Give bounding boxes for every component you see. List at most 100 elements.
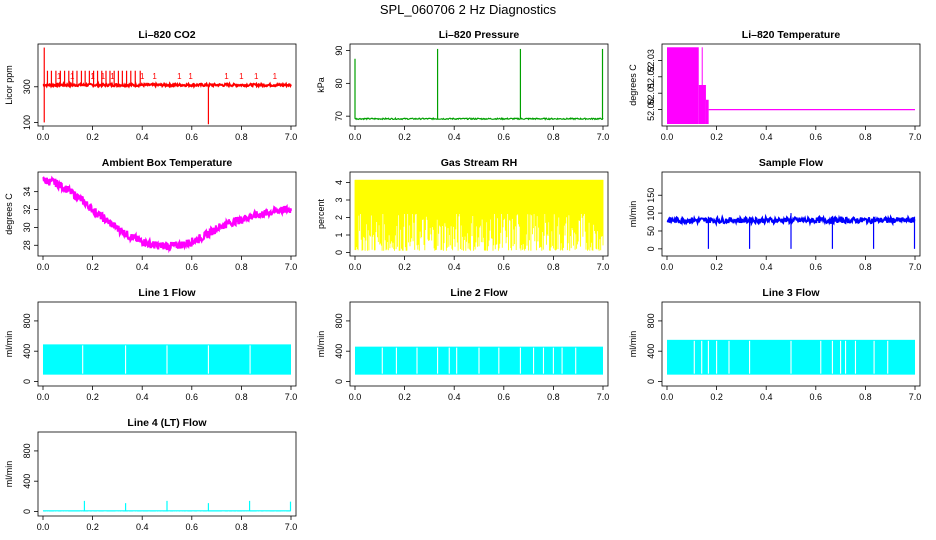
plot-frame xyxy=(661,171,921,257)
marker-2: 1 xyxy=(90,72,95,81)
y-tick-label: 100 xyxy=(646,206,656,221)
x-axis: 0.0 0.2 0.4 0.6 0.8 7.0 xyxy=(37,516,297,532)
x-tick-label: 0.8 xyxy=(547,262,560,272)
y-tick-label: 28 xyxy=(22,240,32,250)
y-axis: 0 400 800 xyxy=(22,313,38,384)
plot-frame xyxy=(349,43,609,127)
y-tick-label: 300 xyxy=(22,79,32,94)
marker-10: 1 xyxy=(239,72,244,81)
x-tick-label: 7.0 xyxy=(909,392,922,402)
chart-title: Ambient Box Temperature xyxy=(102,157,233,169)
x-tick-label: 0.2 xyxy=(398,392,411,402)
chart-title: Li–820 Pressure xyxy=(439,29,520,41)
x-tick-label: 0.8 xyxy=(235,262,248,272)
data-series xyxy=(666,213,916,249)
chart-title: Line 4 (LT) Flow xyxy=(127,417,207,429)
x-tick-label: 0.0 xyxy=(661,262,674,272)
y-axis-label: degrees C xyxy=(628,64,638,106)
chart-title: Li–820 Temperature xyxy=(742,29,841,41)
plot-frame xyxy=(37,171,297,257)
chart-line3: Line 3 Flow 0.0 0.2 0.4 0.6 0.8 7.0 0 400 800 ml/m… xyxy=(628,287,921,402)
x-tick-label: 0.0 xyxy=(349,262,362,272)
y-tick-label: 0 xyxy=(22,509,32,514)
y-axis-label: ml/min xyxy=(628,201,638,228)
y-axis: 0 1 2 3 4 xyxy=(334,180,350,255)
y-tick-label: 34 xyxy=(22,187,32,197)
x-axis: 0.0 0.2 0.4 0.6 0.8 7.0 xyxy=(349,386,610,402)
x-tick-label: 0.8 xyxy=(235,132,248,142)
y-tick-label: 0 xyxy=(646,379,656,384)
x-tick-label: 0.8 xyxy=(547,132,560,142)
y-axis: 0 400 800 xyxy=(22,443,38,514)
x-tick-label: 0.2 xyxy=(86,392,99,402)
x-tick-label: 0.4 xyxy=(448,392,461,402)
y-axis: 0 400 800 xyxy=(646,313,662,384)
y-axis: 28 30 32 34 xyxy=(22,187,38,250)
x-axis: 0.0 0.2 0.4 0.6 0.8 7.0 xyxy=(37,386,298,402)
y-tick-label: 52.00 xyxy=(646,98,656,121)
x-tick-label: 0.6 xyxy=(810,262,823,272)
y-tick-label: 90 xyxy=(334,46,344,56)
x-tick-label: 0.4 xyxy=(760,392,773,402)
x-tick-label: 7.0 xyxy=(285,262,298,272)
y-tick-label: 50 xyxy=(646,226,656,236)
x-tick-label: 7.0 xyxy=(597,392,610,402)
x-tick-label: 0.2 xyxy=(86,262,99,272)
y-tick-label: 2 xyxy=(334,215,344,220)
y-tick-label: 150 xyxy=(646,188,656,203)
x-tick-label: 0.0 xyxy=(661,392,674,402)
x-tick-label: 7.0 xyxy=(285,392,298,402)
marker-7: 1 xyxy=(177,72,182,81)
x-tick-label: 0.6 xyxy=(498,132,511,142)
y-tick-label: 1 xyxy=(334,232,344,237)
y-tick-label: 32 xyxy=(22,205,32,215)
y-axis: 100 300 xyxy=(22,79,38,130)
data-series xyxy=(42,175,293,254)
y-axis-label: percent xyxy=(316,198,326,229)
chart-line4: Line 4 (LT) Flow 0.0 0.2 0.4 0.6 0.8 7.0 0 400 80… xyxy=(4,417,297,532)
x-axis: 0.0 0.2 0.4 0.6 0.8 7.0 xyxy=(349,256,609,272)
y-axis-label: degrees C xyxy=(4,193,14,235)
x-tick-label: 0.4 xyxy=(136,262,149,272)
x-tick-label: 0.0 xyxy=(349,132,362,142)
y-tick-label: 100 xyxy=(22,115,32,130)
x-tick-label: 0.0 xyxy=(37,262,50,272)
x-tick-label: 7.0 xyxy=(909,132,922,142)
x-axis: 0.0 0.2 0.4 0.6 0.8 7.0 xyxy=(661,126,922,142)
marker-0: 1 xyxy=(57,72,62,81)
x-tick-label: 0.6 xyxy=(498,262,511,272)
data-series xyxy=(354,48,604,121)
plot-frame xyxy=(349,301,609,387)
y-axis-label: Licor ppm xyxy=(4,65,14,105)
x-tick-label: 0.6 xyxy=(186,392,199,402)
y-tick-label: 70 xyxy=(334,111,344,121)
chart-title: Li–820 CO2 xyxy=(138,29,195,41)
plot-frame xyxy=(37,301,297,387)
y-tick-label: 3 xyxy=(334,197,344,202)
plot-frame xyxy=(661,301,921,387)
chart-sample_flow: Sample Flow 0.0 0.2 0.4 0.6 0.8 7.0 0 50 100 150 ml… xyxy=(628,157,921,272)
chart-line2: Line 2 Flow 0.0 0.2 0.4 0.6 0.8 7.0 0 400 800 ml/m… xyxy=(316,287,609,402)
chart-ambient: Ambient Box Temperature 0.0 0.2 0.4 0.6 0.8 7.… xyxy=(4,157,297,272)
x-axis: 0.0 0.2 0.4 0.6 0.8 7.0 xyxy=(661,386,922,402)
plot-frame xyxy=(349,171,609,257)
x-tick-label: 0.4 xyxy=(448,262,461,272)
y-axis: 0 400 800 xyxy=(334,313,350,384)
x-tick-label: 0.8 xyxy=(547,392,560,402)
plot-frame xyxy=(37,43,297,127)
temperature-block-0 xyxy=(667,47,699,124)
y-tick-label: 0 xyxy=(334,250,344,255)
x-tick-label: 0.8 xyxy=(235,392,248,402)
x-tick-label: 0.4 xyxy=(760,262,773,272)
y-tick-label: 80 xyxy=(334,78,344,88)
y-axis-label: ml/min xyxy=(628,331,638,358)
x-tick-label: 0.2 xyxy=(86,132,99,142)
x-tick-label: 0.2 xyxy=(398,132,411,142)
x-axis: 0.0 0.2 0.4 0.6 0.8 7.0 xyxy=(661,256,921,272)
series-line xyxy=(354,116,604,121)
chart-title: Sample Flow xyxy=(759,157,824,169)
y-tick-label: 400 xyxy=(646,344,656,359)
data-series xyxy=(43,344,291,375)
marker-5: 1 xyxy=(140,72,145,81)
x-tick-label: 0.2 xyxy=(710,262,723,272)
